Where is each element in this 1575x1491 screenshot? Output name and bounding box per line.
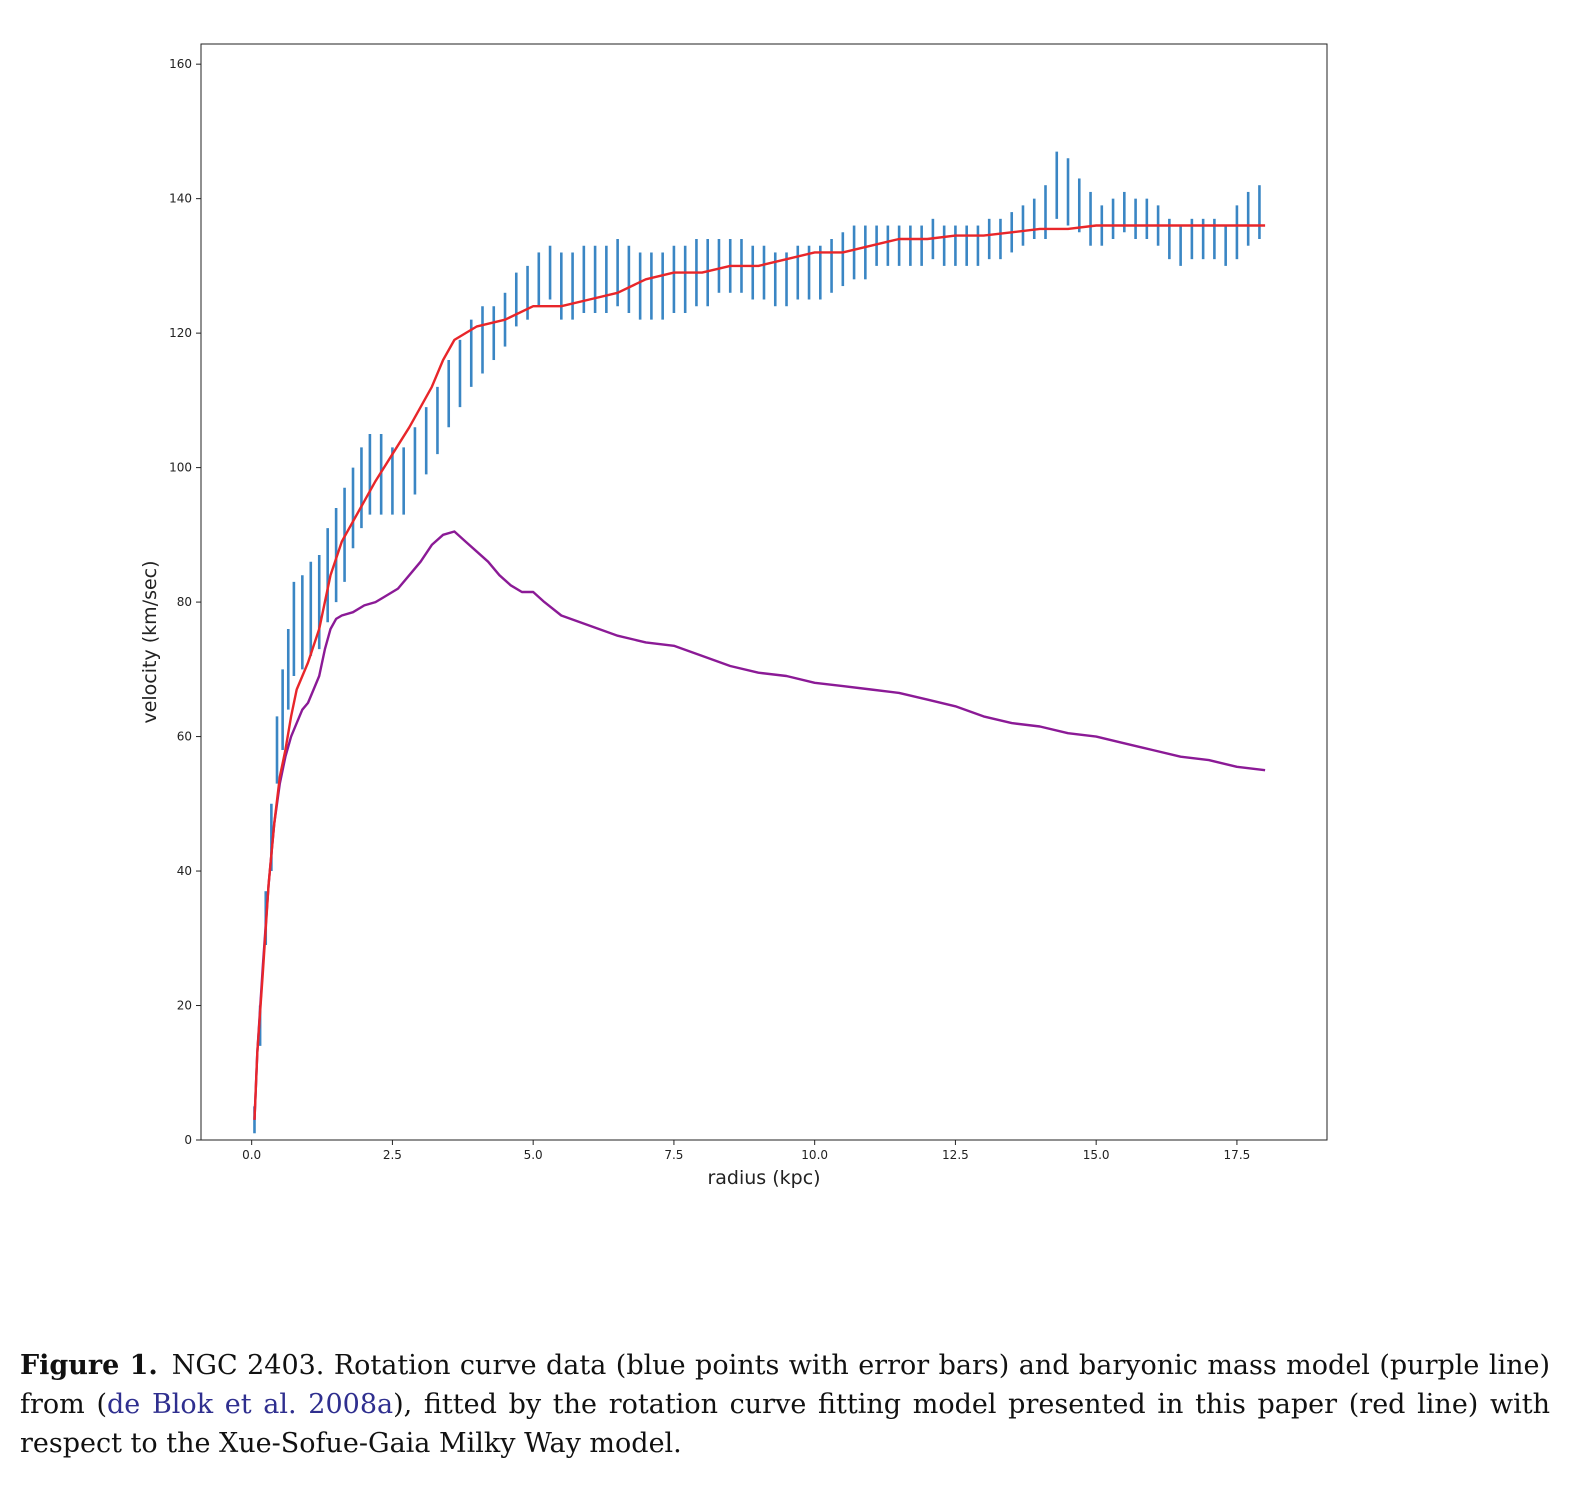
x-tick-label: 0.0 [242,1148,261,1162]
rotation-curve-chart: 0.0 2.5 5.0 7.5 10.0 12.5 15.0 17.5 0 20 40 60 80 10… [139,43,1328,1189]
caption-text-after: ), fitted by the rotation curve fitting … [20,1389,1551,1459]
x-tick-label: 2.5 [383,1148,402,1162]
y-tick-label: 20 [177,999,192,1013]
y-tick-label: 120 [169,326,192,340]
figure-caption: Figure 1. NGC 2403. Rotation curve data (… [20,1346,1550,1463]
x-axis-ticks: 0.0 2.5 5.0 7.5 10.0 12.5 15.0 17.5 [242,1140,1250,1162]
citation-link[interactable]: de Blok et al. 2008a [107,1389,394,1420]
x-tick-label: 17.5 [1224,1148,1251,1162]
figure-label: Figure 1. [20,1350,158,1381]
error-bar-series [253,151,1261,1134]
x-tick-label: 10.0 [801,1148,828,1162]
y-axis-ticks: 0 20 40 60 80 100 120 140 160 [169,57,201,1147]
x-tick-label: 7.5 [664,1148,683,1162]
x-axis-label: radius (kpc) [707,1167,820,1189]
caption-text-before: NGC 2403. Rotation curve data (blue poin… [20,1350,1550,1420]
y-axis-label: velocity (km/sec) [139,560,161,723]
baryonic-model-line [253,530,1266,1120]
y-tick-label: 160 [169,57,192,71]
plot-frame [200,43,1328,1141]
y-tick-label: 0 [184,1133,192,1147]
x-tick-label: 5.0 [524,1148,543,1162]
x-tick-label: 12.5 [942,1148,969,1162]
fit-model-line [253,224,1266,1120]
x-tick-label: 15.0 [1083,1148,1110,1162]
y-tick-label: 40 [177,864,192,878]
y-tick-label: 60 [177,730,192,744]
y-tick-label: 140 [169,192,192,206]
y-tick-label: 100 [169,461,192,475]
model-lines [253,224,1266,1120]
y-tick-label: 80 [177,595,192,609]
